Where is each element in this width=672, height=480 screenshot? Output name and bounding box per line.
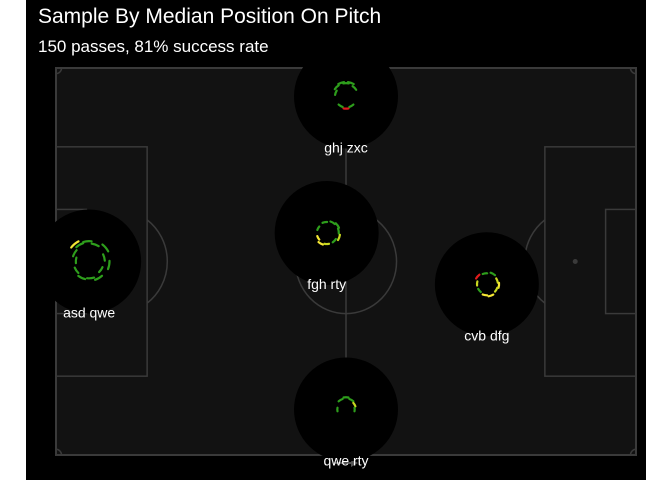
pass-arc: [329, 220, 336, 226]
pass-arc: [477, 287, 482, 294]
pass-arc: [316, 225, 321, 232]
player-label: qwe rty: [323, 452, 368, 468]
player-disc: [434, 232, 539, 337]
pass-arc: [101, 243, 110, 253]
pass-arc: [334, 222, 341, 229]
player-disc: [274, 181, 379, 286]
pass-arc: [497, 281, 501, 289]
pass-arc: [337, 81, 346, 86]
pass-arc: [94, 274, 104, 281]
pass-arc: [495, 277, 499, 284]
player-disc: [294, 357, 398, 462]
pass-arc: [90, 242, 100, 248]
player-label: asd qwe: [63, 305, 115, 321]
pass-arc: [321, 220, 329, 224]
left-penalty-arc: [146, 219, 168, 304]
right-six-yard-box: [604, 208, 637, 315]
pass-arc: [352, 401, 357, 408]
pass-arc: [106, 259, 111, 271]
pass-arc: [72, 249, 78, 258]
pass-arc: [493, 286, 499, 293]
player-label: cvb dfg: [464, 327, 509, 343]
pass-arc: [75, 242, 85, 249]
pass-arc: [337, 397, 344, 403]
pass-arc: [333, 84, 340, 91]
pass-arc: [346, 81, 355, 86]
pass-arc: [348, 397, 355, 403]
pass-arc: [481, 272, 489, 276]
corner-arc-top-right: [629, 67, 637, 75]
pass-arc: [77, 274, 87, 281]
pass-arc: [73, 266, 80, 275]
chart-title: Sample By Median Position On Pitch: [38, 5, 382, 28]
pass-arc: [98, 266, 104, 274]
pass-arc: [102, 253, 106, 262]
player-label: ghj zxc: [324, 139, 368, 155]
pass-arc: [489, 271, 497, 277]
pass-arc: [475, 273, 481, 280]
player-disc: [294, 44, 398, 149]
corner-arc-bottom-left: [55, 448, 63, 456]
pass-arc: [86, 276, 96, 280]
pass-arc: [316, 235, 321, 241]
pass-arc: [70, 240, 80, 249]
player-label: fgh rty: [307, 276, 346, 292]
pass-arc: [82, 240, 93, 244]
pass-arc: [348, 103, 355, 108]
pass-arc: [481, 293, 489, 297]
player-disc: [37, 209, 142, 314]
pass-arc: [336, 227, 340, 235]
pass-arc: [337, 103, 344, 108]
pass-arc: [334, 89, 338, 96]
right-penalty-spot: [572, 259, 578, 264]
pass-arc: [351, 85, 358, 91]
pass-arc: [336, 233, 341, 242]
pass-arc: [317, 241, 324, 246]
corner-arc-bottom-right: [629, 448, 637, 456]
corner-arc-top-left: [55, 67, 63, 75]
pass-arc: [331, 237, 337, 244]
pass-arc: [74, 256, 78, 265]
pitch-chart: asd qwe ghj zxc fgh rty cvb dfg qwe rty: [37, 44, 637, 468]
chart-subtitle: 150 passes, 81% success rate: [38, 37, 269, 56]
chart-canvas: Sample By Median Position On Pitch 150 p…: [26, 0, 646, 480]
pass-arc: [487, 293, 495, 298]
